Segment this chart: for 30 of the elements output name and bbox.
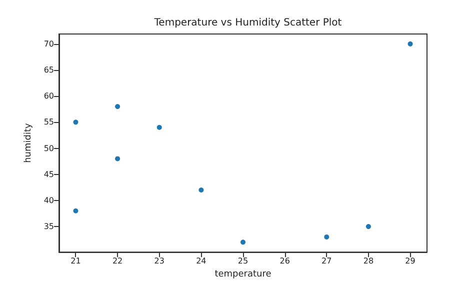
y-tick-label: 70 xyxy=(44,39,54,48)
point xyxy=(156,124,162,130)
y-axis-title: humidity xyxy=(23,122,34,163)
y-tick-label: 60 xyxy=(44,92,54,101)
point xyxy=(408,41,413,46)
x-tick-label: 29 xyxy=(405,256,416,266)
y-tick-label: 50 xyxy=(44,144,54,153)
x-tick-label: 23 xyxy=(154,256,164,266)
point xyxy=(115,156,120,162)
x-tick-label: 28 xyxy=(363,256,374,266)
x-tick-label: 26 xyxy=(280,256,290,266)
y-tick-label: 45 xyxy=(44,170,54,179)
point xyxy=(240,240,246,245)
point xyxy=(324,234,330,240)
x-tick-label: 27 xyxy=(322,256,332,266)
point xyxy=(366,224,371,230)
chart-title: Temperature vs Humidity Scatter Plot xyxy=(153,18,342,28)
point xyxy=(198,188,204,193)
x-tick-label: 24 xyxy=(196,256,206,266)
x-tick-label: 21 xyxy=(70,256,81,266)
x-axis-title: temperature xyxy=(214,270,272,280)
point xyxy=(115,104,120,110)
x-tick-label: 22 xyxy=(112,256,123,266)
y-tick-label: 35 xyxy=(44,222,54,232)
x-tick-label: 25 xyxy=(238,256,248,266)
y-tick-label: 55 xyxy=(44,118,54,127)
y-tick-label: 65 xyxy=(44,66,54,74)
point xyxy=(73,120,78,125)
point xyxy=(73,208,78,214)
y-tick-label: 40 xyxy=(44,196,54,205)
